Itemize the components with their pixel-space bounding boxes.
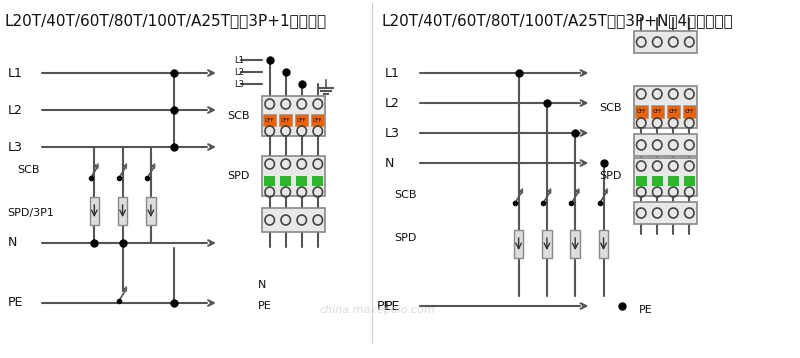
Text: OFF: OFF [669, 109, 678, 114]
Text: OFF: OFF [653, 109, 662, 114]
Bar [264, 176, 275, 186]
Bar [90, 197, 99, 225]
Text: SPD: SPD [598, 171, 621, 181]
Text: SCB: SCB [394, 190, 417, 200]
Bar [312, 176, 323, 186]
Text: SPD/3P1: SPD/3P1 [7, 208, 54, 218]
Text: OFF: OFF [265, 117, 274, 122]
Text: SPD: SPD [394, 233, 417, 243]
Text: SCB: SCB [17, 165, 39, 175]
Bar [514, 230, 523, 258]
Text: PE: PE [385, 300, 400, 313]
Text: L2: L2 [234, 68, 244, 77]
Bar [262, 96, 326, 136]
Text: L20T/40T/60T/80T/100T/A25T用于3P+1保护接法: L20T/40T/60T/80T/100T/A25T用于3P+1保护接法 [5, 13, 327, 28]
Bar [634, 134, 697, 156]
Bar [634, 158, 697, 196]
Bar [296, 176, 307, 186]
Bar [146, 197, 155, 225]
Text: OFF: OFF [637, 109, 646, 114]
Bar [279, 114, 292, 126]
Bar [651, 176, 663, 186]
Bar [262, 208, 326, 232]
Text: L20T/40T/60T/80T/100T/A25T用于3P+N（4）保护接法: L20T/40T/60T/80T/100T/A25T用于3P+N（4）保护接法 [382, 13, 734, 28]
Text: OFF: OFF [313, 117, 322, 122]
Bar [598, 230, 608, 258]
Bar [634, 105, 648, 118]
Bar [682, 105, 696, 118]
Text: OFF: OFF [297, 117, 306, 122]
Text: N: N [385, 156, 394, 169]
Text: N: N [258, 280, 266, 290]
Bar [570, 230, 580, 258]
Text: PE: PE [258, 301, 272, 311]
Text: L1: L1 [234, 55, 244, 64]
Bar [666, 105, 680, 118]
Text: PE: PE [639, 305, 653, 315]
Bar [542, 230, 552, 258]
Text: L1: L1 [7, 67, 22, 79]
Bar [262, 156, 326, 196]
Text: SPD: SPD [227, 171, 250, 181]
Text: china.makepolo.com: china.makepolo.com [319, 305, 435, 315]
Text: N: N [7, 237, 17, 250]
Bar [634, 86, 697, 128]
Text: L2: L2 [7, 103, 22, 116]
Text: SCB: SCB [598, 103, 622, 113]
Text: L2: L2 [385, 97, 400, 110]
Bar [280, 176, 291, 186]
Text: SCB: SCB [227, 111, 250, 121]
Text: L3: L3 [7, 140, 22, 154]
Bar [684, 176, 695, 186]
Bar [668, 176, 679, 186]
Text: OFF: OFF [281, 117, 290, 122]
Bar [263, 114, 276, 126]
Text: L3: L3 [234, 79, 244, 88]
Text: PE: PE [377, 300, 393, 313]
Text: L3: L3 [385, 126, 400, 140]
Bar [295, 114, 308, 126]
Text: PE: PE [7, 296, 23, 310]
Bar [118, 197, 127, 225]
Bar [634, 31, 697, 53]
Text: L1: L1 [385, 67, 400, 79]
Text: OFF: OFF [685, 109, 694, 114]
Bar [650, 105, 664, 118]
Bar [311, 114, 324, 126]
Bar [635, 176, 647, 186]
Bar [634, 202, 697, 224]
